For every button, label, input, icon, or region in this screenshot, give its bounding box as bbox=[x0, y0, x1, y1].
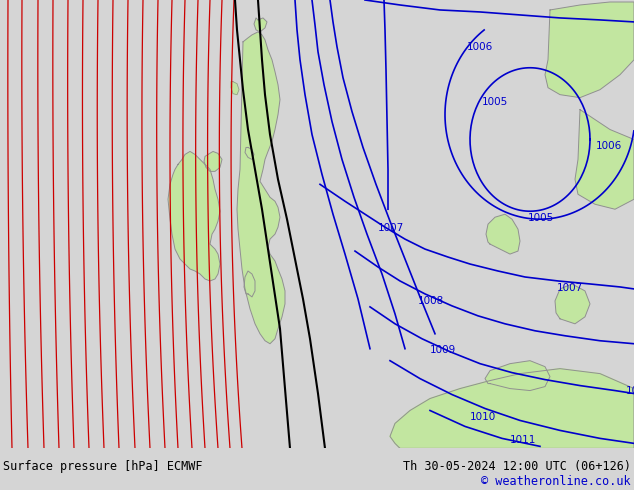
Polygon shape bbox=[245, 147, 254, 159]
Polygon shape bbox=[555, 284, 590, 324]
Polygon shape bbox=[575, 110, 634, 209]
Text: 10: 10 bbox=[626, 386, 634, 395]
Polygon shape bbox=[486, 214, 520, 254]
Text: 1006: 1006 bbox=[596, 142, 622, 151]
Text: 1010: 1010 bbox=[470, 413, 496, 422]
Polygon shape bbox=[390, 368, 634, 448]
Polygon shape bbox=[168, 151, 220, 281]
Polygon shape bbox=[485, 361, 550, 391]
Polygon shape bbox=[204, 151, 222, 172]
Text: Th 30-05-2024 12:00 UTC (06+126): Th 30-05-2024 12:00 UTC (06+126) bbox=[403, 460, 631, 473]
Text: 1005: 1005 bbox=[528, 213, 554, 223]
Text: 1007: 1007 bbox=[557, 283, 583, 293]
Text: 1008: 1008 bbox=[418, 296, 444, 306]
Text: Surface pressure [hPa] ECMWF: Surface pressure [hPa] ECMWF bbox=[3, 460, 203, 473]
Text: 1009: 1009 bbox=[430, 344, 456, 355]
Text: 1011: 1011 bbox=[510, 436, 536, 445]
Polygon shape bbox=[545, 2, 634, 98]
Polygon shape bbox=[237, 32, 285, 344]
Text: 1006: 1006 bbox=[467, 42, 493, 52]
Polygon shape bbox=[254, 18, 267, 32]
Text: © weatheronline.co.uk: © weatheronline.co.uk bbox=[481, 475, 631, 488]
Polygon shape bbox=[231, 82, 239, 95]
Text: 1007: 1007 bbox=[378, 223, 404, 233]
Text: 1005: 1005 bbox=[482, 97, 508, 107]
Polygon shape bbox=[244, 271, 255, 297]
